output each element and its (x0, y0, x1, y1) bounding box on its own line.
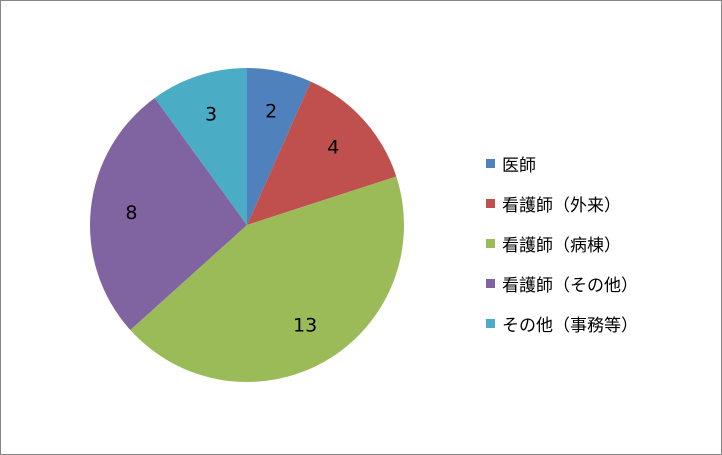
legend-label: その他（事務等） (502, 315, 638, 336)
slice-data-label: 8 (125, 202, 137, 224)
legend-swatch (486, 318, 495, 328)
legend-item: 看護師（その他） (486, 273, 638, 296)
chart-legend: 医師看護師（外来） 看護師（病棟） 看護師（その他） その他（事務等） (486, 153, 638, 353)
legend-swatch (486, 238, 495, 248)
pie-slice (247, 68, 311, 225)
legend-item: 医師 (486, 153, 638, 176)
legend-label: 看護師（その他） (502, 275, 638, 296)
legend-swatch (486, 158, 495, 168)
pie-slice (90, 97, 247, 331)
pie-slice (130, 176, 405, 383)
legend-label: 医師 (502, 155, 536, 176)
slice-data-label: 2 (265, 100, 277, 122)
slice-data-label: 3 (205, 104, 217, 126)
slice-data-label: 13 (293, 315, 317, 337)
legend-item: その他（事務等） (486, 313, 638, 336)
slice-data-label: 4 (327, 136, 339, 158)
pie-slice (154, 68, 247, 225)
legend-swatch (486, 278, 495, 288)
pie-slice (247, 81, 397, 225)
legend-swatch (486, 198, 495, 208)
legend-item: 看護師（病棟） (486, 233, 638, 256)
legend-item: 看護師（外来） (486, 193, 638, 216)
legend-label: 看護師（外来） (502, 195, 621, 216)
legend-label: 看護師（病棟） (502, 235, 621, 256)
